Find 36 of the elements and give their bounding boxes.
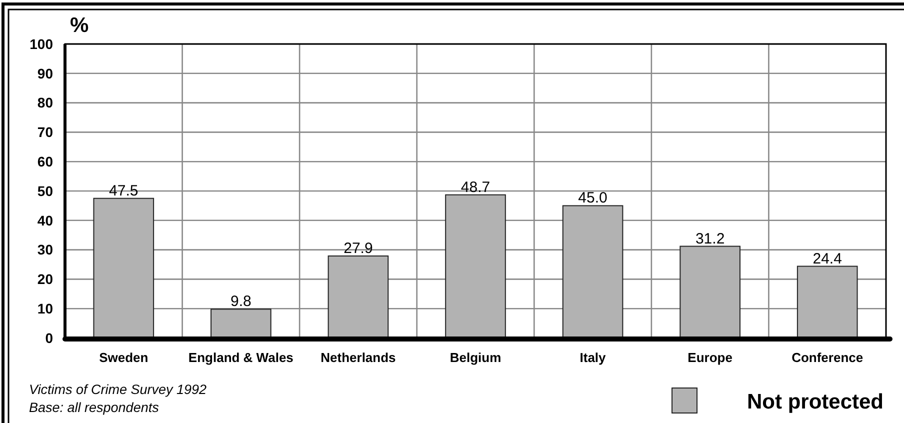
x-tick-label: Netherlands xyxy=(320,350,396,365)
x-tick-label: Sweden xyxy=(99,350,148,365)
x-tick-label: Belgium xyxy=(450,350,502,365)
x-tick-label: Italy xyxy=(580,350,607,365)
bar xyxy=(562,205,624,338)
y-tick-label: 40 xyxy=(37,212,54,228)
y-axis-title: % xyxy=(70,14,89,37)
bar xyxy=(328,255,389,338)
data-label: 47.5 xyxy=(109,182,138,200)
x-tick-label: Conference xyxy=(792,350,864,365)
y-tick-label: 90 xyxy=(37,65,54,82)
text: Base: all respondents xyxy=(29,400,160,415)
bar xyxy=(796,266,858,338)
y-tick-label: 60 xyxy=(37,154,54,170)
bar xyxy=(93,198,154,338)
y-tick-label: 80 xyxy=(37,94,54,111)
legend-label: Not protected xyxy=(747,390,884,414)
data-label: 24.4 xyxy=(812,250,842,268)
text: Victims of Crime Survey 1992 xyxy=(29,382,208,397)
y-tick-label: 30 xyxy=(37,242,54,258)
data-label: 45.0 xyxy=(578,190,608,207)
y-tick-label: 50 xyxy=(37,182,54,199)
y-tick-label: 10 xyxy=(37,300,54,316)
y-tick-label: 70 xyxy=(37,124,54,140)
x-tick-label: Europe xyxy=(688,350,732,365)
y-tick-label: 20 xyxy=(37,271,54,288)
bar xyxy=(210,308,272,338)
data-label: 31.2 xyxy=(695,230,725,248)
y-tick-label: 100 xyxy=(30,36,54,52)
data-label: 9.8 xyxy=(230,293,252,310)
data-label: 48.7 xyxy=(460,178,490,196)
bar xyxy=(680,246,740,338)
x-tick-label: England & Wales xyxy=(188,350,294,365)
data-label: 27.9 xyxy=(344,240,373,257)
bar xyxy=(445,194,506,338)
y-tick-label: 0 xyxy=(45,330,54,346)
